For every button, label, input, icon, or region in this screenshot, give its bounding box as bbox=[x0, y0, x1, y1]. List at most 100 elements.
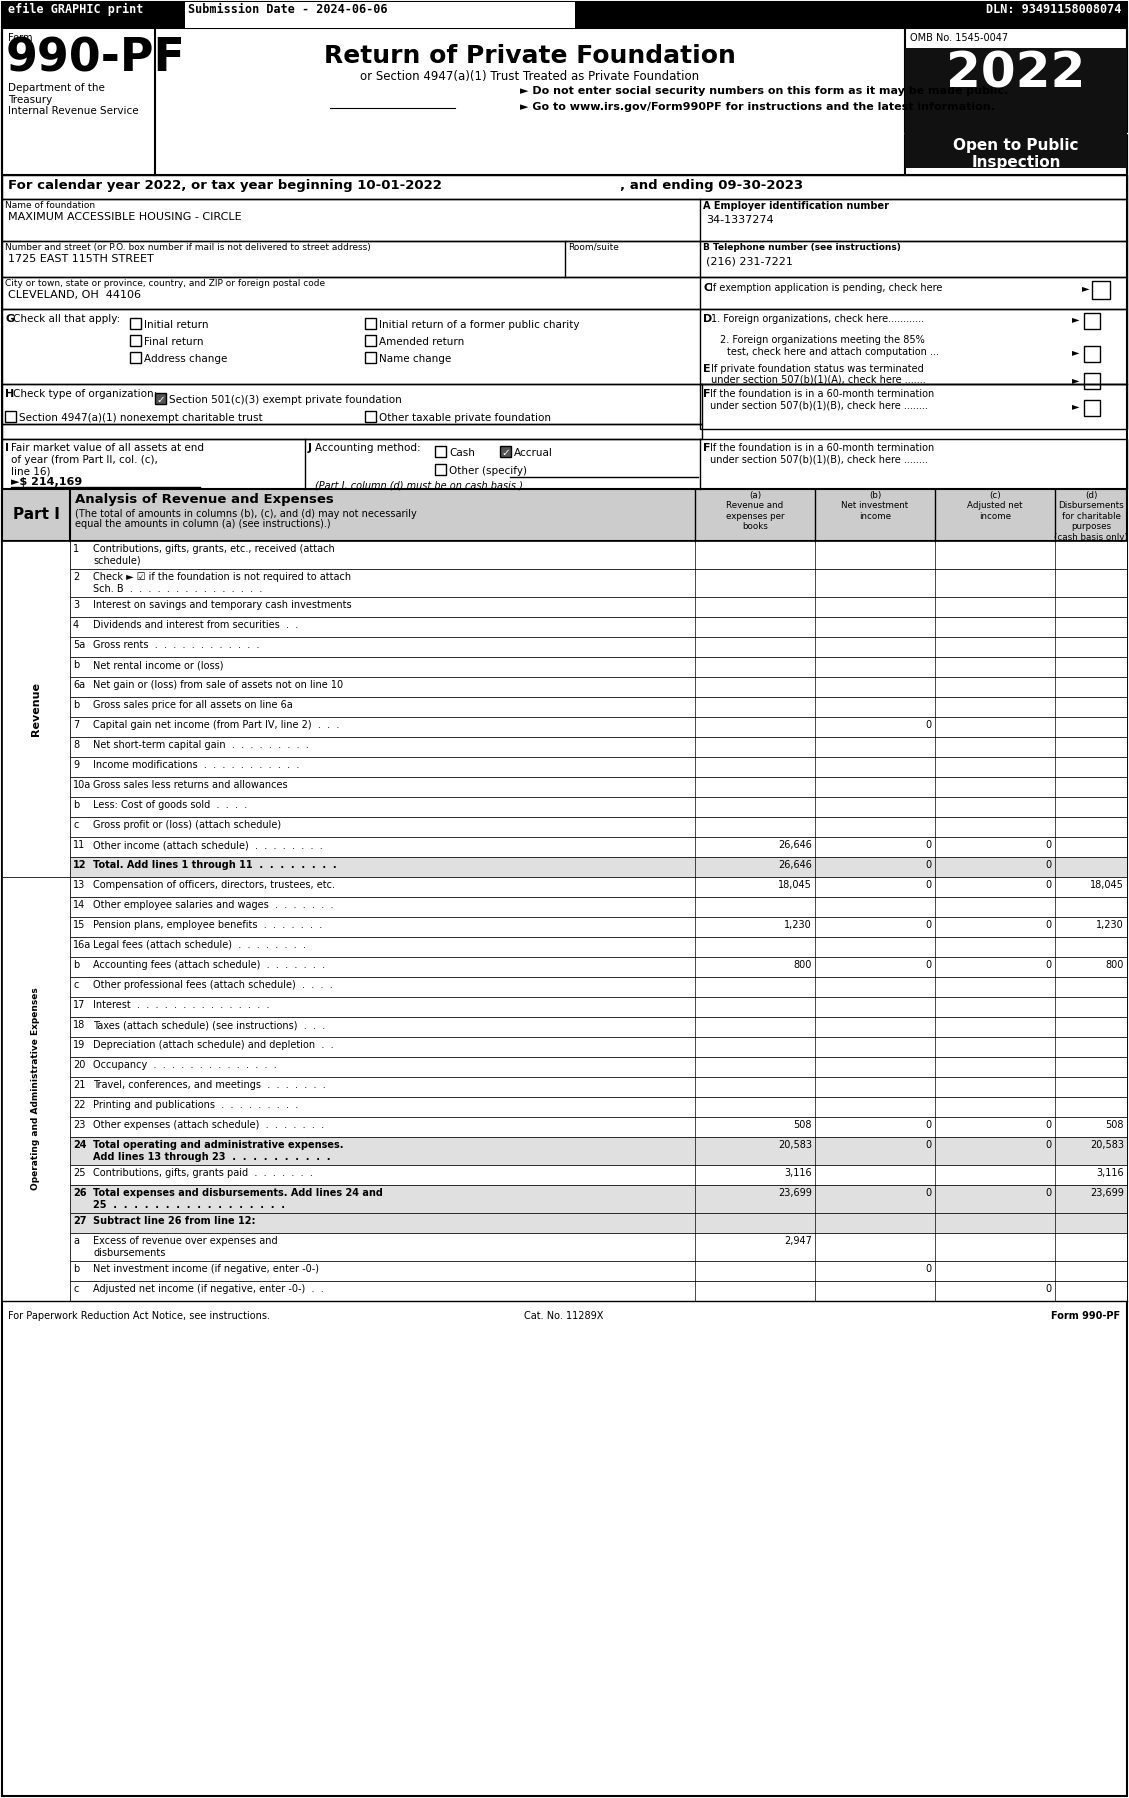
Text: 27: 27 bbox=[73, 1215, 87, 1226]
Text: (c)
Adjusted net
income: (c) Adjusted net income bbox=[968, 491, 1023, 521]
Bar bbox=[70, 816, 1127, 838]
Text: Other income (attach schedule)  .  .  .  .  .  .  .  .: Other income (attach schedule) . . . . .… bbox=[93, 840, 323, 850]
Bar bbox=[2, 439, 1127, 489]
Text: 1: 1 bbox=[73, 545, 79, 554]
Text: 14: 14 bbox=[73, 901, 86, 910]
Text: Form: Form bbox=[8, 32, 33, 43]
Text: Total. Add lines 1 through 11  .  .  .  .  .  .  .  .: Total. Add lines 1 through 11 . . . . . … bbox=[93, 859, 336, 870]
Bar bbox=[70, 1165, 1127, 1185]
Text: b: b bbox=[73, 660, 79, 671]
Text: c: c bbox=[73, 1284, 78, 1295]
Bar bbox=[70, 617, 1127, 636]
Text: Check ► ☑ if the foundation is not required to attach
Sch. B  .  .  .  .  .  .  : Check ► ☑ if the foundation is not requi… bbox=[93, 572, 351, 593]
Text: B Telephone number (see instructions): B Telephone number (see instructions) bbox=[703, 243, 901, 252]
Bar bbox=[2, 29, 1127, 174]
Text: 2: 2 bbox=[73, 572, 79, 583]
Text: under section 507(b)(1)(B), check here ........: under section 507(b)(1)(B), check here .… bbox=[710, 455, 928, 466]
Bar bbox=[130, 352, 141, 363]
Bar bbox=[1084, 399, 1100, 415]
Text: Room/suite: Room/suite bbox=[568, 243, 619, 252]
Text: Gross rents  .  .  .  .  .  .  .  .  .  .  .  .: Gross rents . . . . . . . . . . . . bbox=[93, 640, 260, 651]
Text: 18: 18 bbox=[73, 1019, 86, 1030]
Text: or Section 4947(a)(1) Trust Treated as Private Foundation: or Section 4947(a)(1) Trust Treated as P… bbox=[360, 70, 700, 83]
Text: Printing and publications  .  .  .  .  .  .  .  .  .: Printing and publications . . . . . . . … bbox=[93, 1100, 298, 1109]
Text: 23,699: 23,699 bbox=[778, 1188, 812, 1197]
Text: F: F bbox=[703, 442, 710, 453]
Text: Interest  .  .  .  .  .  .  .  .  .  .  .  .  .  .  .: Interest . . . . . . . . . . . . . . . bbox=[93, 1000, 270, 1010]
Text: 1,230: 1,230 bbox=[785, 921, 812, 930]
Text: (b)
Net investment
income: (b) Net investment income bbox=[841, 491, 909, 521]
Text: ►$ 214,169: ►$ 214,169 bbox=[11, 476, 82, 487]
Bar bbox=[130, 318, 141, 329]
Text: Subtract line 26 from line 12:: Subtract line 26 from line 12: bbox=[93, 1215, 255, 1226]
Text: 508: 508 bbox=[794, 1120, 812, 1129]
Bar bbox=[2, 2, 1127, 29]
Text: Occupancy  .  .  .  .  .  .  .  .  .  .  .  .  .  .: Occupancy . . . . . . . . . . . . . . bbox=[93, 1061, 277, 1070]
Bar bbox=[70, 1077, 1127, 1097]
Text: 26: 26 bbox=[73, 1188, 87, 1197]
Text: Initial return of a former public charity: Initial return of a former public charit… bbox=[379, 320, 579, 331]
Text: D: D bbox=[703, 315, 712, 324]
Bar bbox=[70, 757, 1127, 777]
Bar bbox=[2, 489, 1127, 541]
Bar bbox=[2, 309, 1127, 385]
Text: 24: 24 bbox=[73, 1140, 87, 1151]
Text: E: E bbox=[703, 363, 710, 374]
Text: Net investment income (if negative, enter -0-): Net investment income (if negative, ente… bbox=[93, 1264, 320, 1275]
Text: 4: 4 bbox=[73, 620, 79, 629]
Bar bbox=[70, 957, 1127, 976]
Text: Submission Date - 2024-06-06: Submission Date - 2024-06-06 bbox=[189, 4, 387, 16]
Bar bbox=[70, 737, 1127, 757]
Bar bbox=[365, 318, 376, 329]
Bar bbox=[70, 937, 1127, 957]
Bar bbox=[700, 385, 1127, 430]
Text: (216) 231-7221: (216) 231-7221 bbox=[706, 255, 793, 266]
Text: 0: 0 bbox=[926, 960, 933, 969]
Text: (The total of amounts in columns (b), (c), and (d) may not necessarily: (The total of amounts in columns (b), (c… bbox=[75, 509, 417, 520]
Bar bbox=[70, 1233, 1127, 1260]
Text: 20,583: 20,583 bbox=[1089, 1140, 1124, 1151]
Text: Cash: Cash bbox=[449, 448, 475, 458]
Text: 18,045: 18,045 bbox=[778, 879, 812, 890]
Text: Number and street (or P.O. box number if mail is not delivered to street address: Number and street (or P.O. box number if… bbox=[5, 243, 370, 252]
Text: 0: 0 bbox=[926, 1188, 933, 1197]
Bar bbox=[2, 541, 70, 877]
Text: 508: 508 bbox=[1105, 1120, 1124, 1129]
Text: (d)
Disbursements
for charitable
purposes
(cash basis only): (d) Disbursements for charitable purpose… bbox=[1054, 491, 1128, 541]
Bar bbox=[70, 1037, 1127, 1057]
Text: 13: 13 bbox=[73, 879, 86, 890]
Bar bbox=[1092, 280, 1110, 298]
Text: 0: 0 bbox=[1045, 879, 1052, 890]
Text: 0: 0 bbox=[926, 1120, 933, 1129]
Text: 15: 15 bbox=[73, 921, 86, 930]
Text: Initial return: Initial return bbox=[145, 320, 209, 331]
Bar bbox=[435, 446, 446, 457]
Bar bbox=[70, 858, 1127, 877]
Text: 1725 EAST 115TH STREET: 1725 EAST 115TH STREET bbox=[8, 254, 154, 264]
Text: CLEVELAND, OH  44106: CLEVELAND, OH 44106 bbox=[8, 289, 141, 300]
Text: 19: 19 bbox=[73, 1039, 86, 1050]
Text: Legal fees (attach schedule)  .  .  .  .  .  .  .  .: Legal fees (attach schedule) . . . . . .… bbox=[93, 940, 306, 949]
Text: 3,116: 3,116 bbox=[785, 1169, 812, 1178]
Text: If the foundation is in a 60-month termination: If the foundation is in a 60-month termi… bbox=[710, 442, 935, 453]
Text: 0: 0 bbox=[1045, 840, 1052, 850]
Text: 0: 0 bbox=[1045, 1120, 1052, 1129]
Text: Taxes (attach schedule) (see instructions)  .  .  .: Taxes (attach schedule) (see instruction… bbox=[93, 1019, 325, 1030]
Text: Accounting method:: Accounting method: bbox=[315, 442, 421, 453]
Bar bbox=[365, 412, 376, 423]
Text: 23: 23 bbox=[73, 1120, 86, 1129]
Text: 2. Foreign organizations meeting the 85%: 2. Foreign organizations meeting the 85% bbox=[720, 334, 925, 345]
Text: (a)
Revenue and
expenses per
books: (a) Revenue and expenses per books bbox=[726, 491, 785, 530]
Text: c: c bbox=[73, 820, 78, 831]
Bar bbox=[5, 412, 16, 423]
Bar bbox=[70, 1117, 1127, 1136]
Text: 0: 0 bbox=[1045, 1188, 1052, 1197]
Text: 800: 800 bbox=[1105, 960, 1124, 969]
Text: Open to Public
Inspection: Open to Public Inspection bbox=[953, 138, 1078, 171]
Text: a: a bbox=[73, 1235, 79, 1246]
Text: Net short-term capital gain  .  .  .  .  .  .  .  .  .: Net short-term capital gain . . . . . . … bbox=[93, 741, 309, 750]
Bar bbox=[70, 636, 1127, 656]
Text: c: c bbox=[73, 980, 78, 991]
Text: 12: 12 bbox=[73, 859, 87, 870]
Bar bbox=[130, 334, 141, 345]
